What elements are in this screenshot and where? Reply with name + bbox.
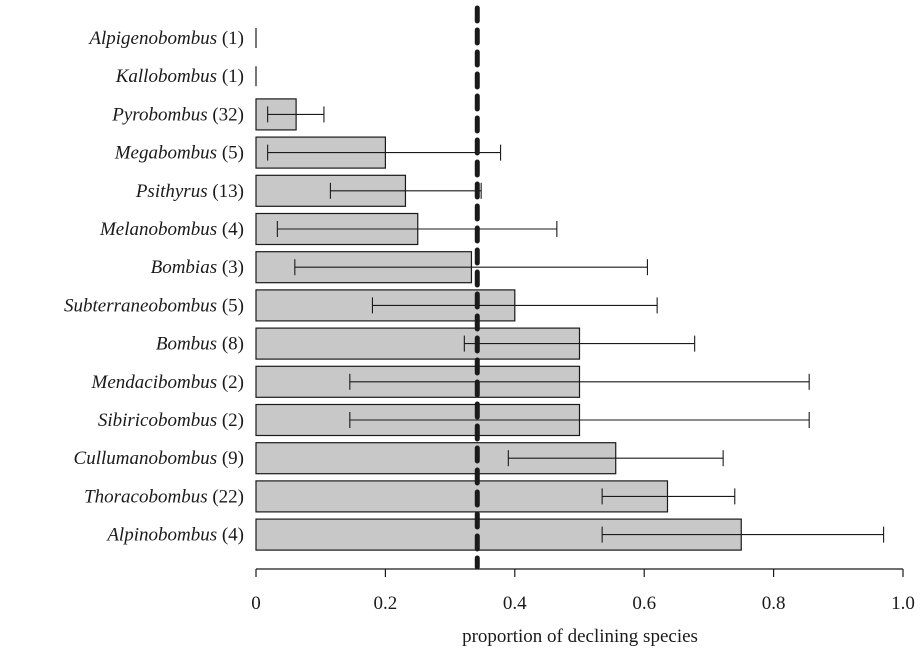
genus-name: Kallobombus (115, 66, 217, 87)
category-label-subterraneobombus: Subterraneobombus (5) (64, 295, 244, 316)
genus-name: Bombias (151, 257, 218, 278)
category-label-melanobombus: Melanobombus (4) (99, 219, 244, 240)
x-tick-label: 1.0 (891, 593, 915, 614)
species-count: (22) (208, 486, 244, 507)
genus-name: Sibiricobombus (98, 410, 217, 431)
error-bar-bombus (463, 335, 696, 352)
category-label-cullumanobombus: Cullumanobombus (9) (74, 448, 244, 469)
error-bar-melanobombus (276, 221, 558, 237)
genus-name: Pyrobombus (111, 104, 207, 125)
genus-name: Thoracobombus (84, 486, 208, 507)
error-bar-mendacibombus (349, 373, 810, 390)
species-count: (1) (217, 28, 244, 49)
error-bar-megabombus (267, 144, 502, 161)
category-labels: Alpigenobombus (1)Kallobombus (1)Pyrobom… (64, 28, 244, 546)
x-tick-label: 0.8 (762, 593, 786, 614)
genus-name: Megabombus (114, 143, 217, 164)
species-count: (5) (217, 295, 244, 316)
bars-layer (255, 28, 742, 551)
bar-thoracobombus (255, 480, 669, 513)
genus-name: Alpinobombus (105, 525, 217, 546)
genus-name: Alpigenobombus (87, 28, 217, 49)
genus-name: Cullumanobombus (74, 448, 218, 469)
category-label-thoracobombus: Thoracobombus (22) (84, 486, 244, 507)
category-label-mendacibombus: Mendacibombus (2) (91, 372, 245, 393)
category-label-pyrobombus: Pyrobombus (32) (111, 104, 244, 125)
category-label-megabombus: Megabombus (5) (114, 143, 244, 164)
species-count: (2) (217, 410, 244, 431)
species-count: (9) (217, 448, 244, 469)
category-label-sibiricobombus: Sibiricobombus (2) (98, 410, 244, 431)
error-bar-cullumanobombus (507, 450, 724, 467)
genus-name: Melanobombus (99, 219, 217, 240)
species-count: (2) (217, 372, 244, 393)
category-label-bombus: Bombus (8) (156, 334, 244, 355)
error-bar-bombias (294, 259, 648, 276)
category-label-alpinobombus: Alpinobombus (4) (105, 525, 244, 546)
species-count: (4) (217, 219, 244, 240)
error-bar-subterraneobombus (371, 297, 658, 314)
x-axis: 0 0.2 0.4 0.6 0.8 1.0 (251, 568, 915, 614)
species-count: (3) (217, 257, 244, 278)
genus-name: Bombus (156, 334, 217, 355)
x-tick-label: 0.2 (374, 593, 398, 614)
species-count: (4) (217, 525, 244, 546)
category-label-bombias: Bombias (3) (151, 257, 244, 278)
genus-name: Mendacibombus (91, 372, 218, 393)
error-bar-sibiricobombus (349, 412, 810, 428)
species-count: (8) (217, 334, 244, 355)
species-count: (13) (208, 181, 244, 202)
x-tick-label: 0 (251, 593, 261, 614)
category-label-kallobombus: Kallobombus (1) (115, 66, 244, 87)
x-tick-label: 0.6 (632, 593, 656, 614)
genus-name: Psithyrus (135, 181, 208, 202)
error-bars-layer (267, 106, 885, 543)
species-count: (32) (208, 104, 244, 125)
x-axis-title: proportion of declining species (462, 626, 698, 647)
species-count: (1) (217, 66, 244, 87)
category-label-psithyrus: Psithyrus (13) (135, 181, 244, 202)
category-label-alpigenobombus: Alpigenobombus (1) (87, 28, 244, 49)
error-bar-pyrobombus (267, 106, 325, 123)
error-bar-thoracobombus (601, 488, 736, 505)
error-bar-alpinobombus (601, 526, 885, 543)
genus-name: Subterraneobombus (64, 295, 217, 316)
species-count: (5) (217, 143, 244, 164)
x-tick-label: 0.4 (503, 593, 527, 614)
error-bar-psithyrus (329, 182, 482, 199)
